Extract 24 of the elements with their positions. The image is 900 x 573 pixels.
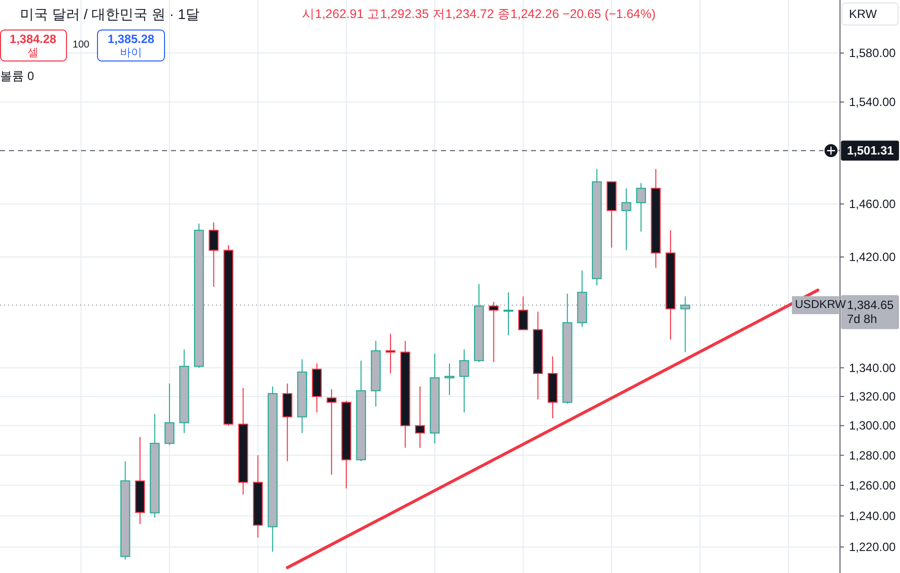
annotation: KRW xyxy=(849,7,877,21)
ref-line-label: 1,384.65 xyxy=(847,298,894,312)
text: 미국 달러 / 대한민국 원 · 1달 xyxy=(20,6,200,22)
y-tick-label: 1,220.00 xyxy=(849,540,896,554)
annotation: 1,385.28 xyxy=(108,32,154,46)
y-tick-label: 1,340.00 xyxy=(849,360,896,375)
annotation: 시1,262.91 고1,292.35 저1,234.72 종1,242.26 −20.65 (−1.64%) xyxy=(302,7,656,21)
y-tick-label: 1,300.00 xyxy=(849,418,896,433)
y-tick-label: 1,320.00 xyxy=(849,390,896,404)
y-tick-label: 1,260.00 xyxy=(849,478,896,492)
annotation: 볼륨 0 xyxy=(0,69,34,83)
y-tick-label: 1,580.00 xyxy=(849,46,896,60)
annotation: 바이 xyxy=(120,47,142,59)
y-tick-label: 1,420.00 xyxy=(849,250,896,264)
annotation: 1,384.28 xyxy=(10,32,56,46)
y-tick-label: 1,460.00 xyxy=(849,196,896,211)
y-tick-label: 1,540.00 xyxy=(849,95,896,110)
annotation: USDKRW xyxy=(795,299,846,312)
annotation: 100 xyxy=(72,40,90,50)
y-tick-label: 1,280.00 xyxy=(849,448,896,462)
ref-line-label: 1,501.31 xyxy=(847,144,894,158)
annotation: 7d 8h xyxy=(847,312,878,326)
annotation: 셀 xyxy=(28,47,38,59)
y-tick-label: 1,240.00 xyxy=(849,508,896,523)
